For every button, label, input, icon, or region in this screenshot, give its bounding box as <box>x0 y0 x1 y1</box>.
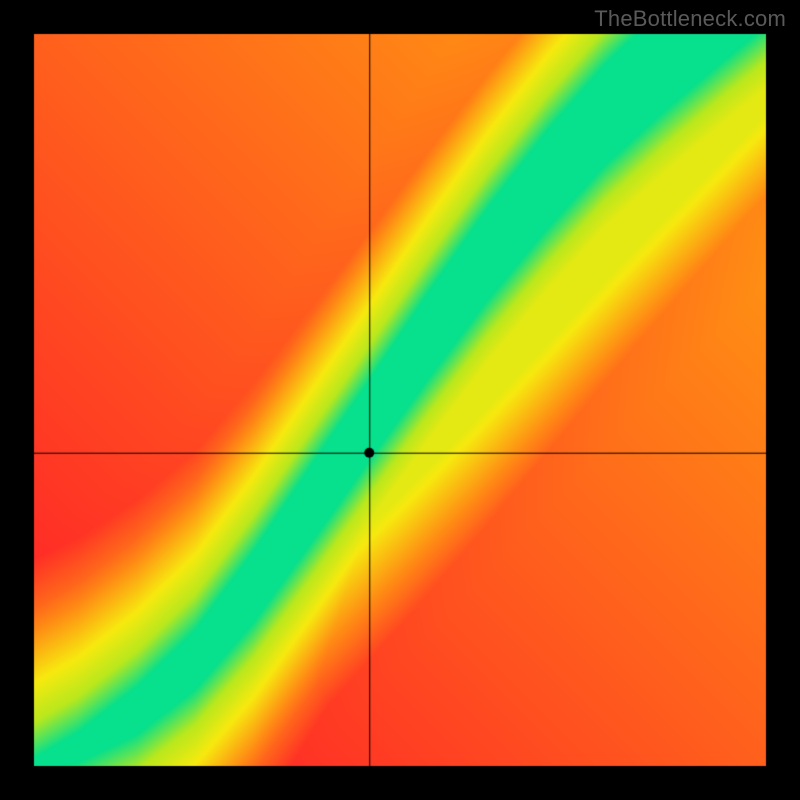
watermark-text: TheBottleneck.com <box>594 6 786 32</box>
heatmap-canvas <box>0 0 800 800</box>
chart-container: TheBottleneck.com <box>0 0 800 800</box>
